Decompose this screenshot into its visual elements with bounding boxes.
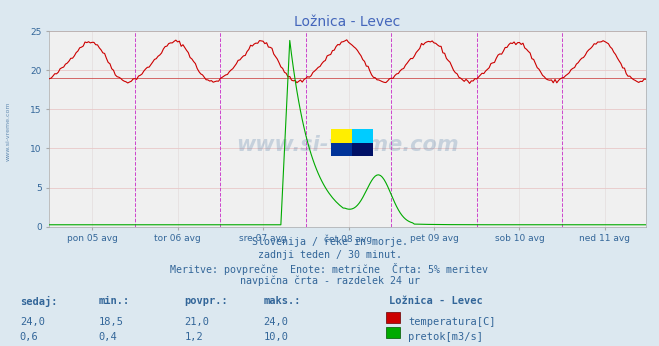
Bar: [352, 129, 374, 143]
Text: Meritve: povprečne  Enote: metrične  Črta: 5% meritev: Meritve: povprečne Enote: metrične Črta:…: [171, 263, 488, 275]
Text: www.si-vreme.com: www.si-vreme.com: [5, 102, 11, 161]
Text: 0,4: 0,4: [99, 332, 117, 342]
Bar: [331, 143, 352, 156]
Text: 0,6: 0,6: [20, 332, 38, 342]
Text: zadnji teden / 30 minut.: zadnji teden / 30 minut.: [258, 250, 401, 260]
Text: maks.:: maks.:: [264, 296, 301, 306]
Text: 24,0: 24,0: [20, 317, 45, 327]
Text: pretok[m3/s]: pretok[m3/s]: [408, 332, 483, 342]
Text: sedaj:: sedaj:: [20, 296, 57, 307]
Text: 1,2: 1,2: [185, 332, 203, 342]
Text: Ložnica - Levec: Ložnica - Levec: [389, 296, 482, 306]
Text: povpr.:: povpr.:: [185, 296, 228, 306]
Text: 18,5: 18,5: [99, 317, 124, 327]
Bar: [331, 129, 352, 143]
Text: navpična črta - razdelek 24 ur: navpična črta - razdelek 24 ur: [239, 275, 420, 286]
Text: 24,0: 24,0: [264, 317, 289, 327]
Text: Slovenija / reke in morje.: Slovenija / reke in morje.: [252, 237, 407, 247]
Text: min.:: min.:: [99, 296, 130, 306]
Bar: [352, 143, 374, 156]
Text: 21,0: 21,0: [185, 317, 210, 327]
Text: temperatura[C]: temperatura[C]: [408, 317, 496, 327]
Text: www.si-vreme.com: www.si-vreme.com: [237, 135, 459, 155]
Text: 10,0: 10,0: [264, 332, 289, 342]
Title: Ložnica - Levec: Ložnica - Levec: [295, 15, 401, 29]
